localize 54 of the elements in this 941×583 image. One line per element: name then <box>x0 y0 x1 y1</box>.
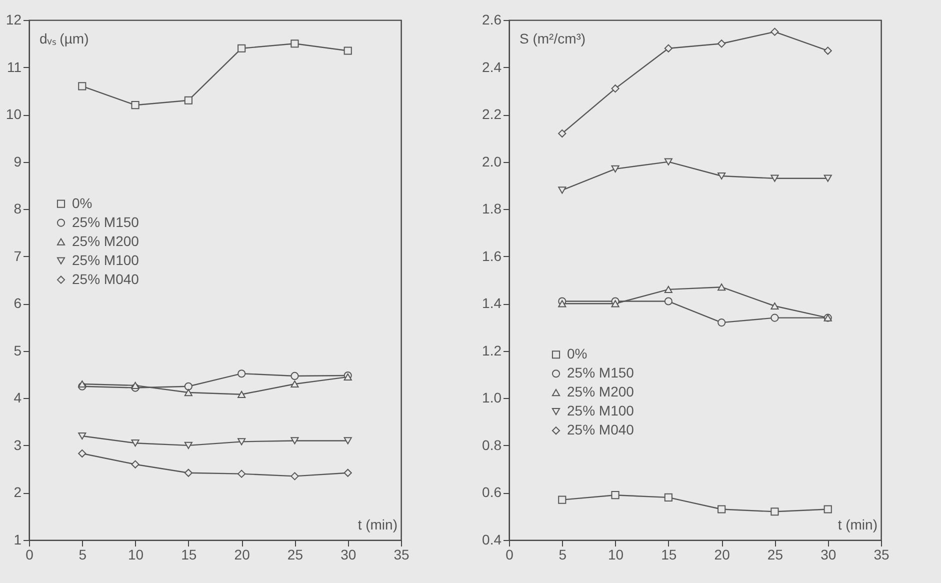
legend-label: 25% M100 <box>72 252 140 268</box>
y-axis-title: dᵥₛ (µm) <box>40 30 89 46</box>
x-tick-label: 10 <box>128 546 144 562</box>
y-tick-label: 1.2 <box>482 342 502 358</box>
x-tick-label: 15 <box>181 546 197 562</box>
y-tick-label: 2.0 <box>482 153 502 170</box>
y-tick-label: 1.6 <box>482 248 502 264</box>
legend-label: 25% M150 <box>72 214 140 230</box>
y-tick-label: 1.4 <box>482 295 502 312</box>
x-tick-label: 15 <box>661 546 677 562</box>
legend-label: 0% <box>567 346 588 362</box>
y-tick-label: 7 <box>14 248 22 264</box>
x-tick-label: 30 <box>820 546 836 562</box>
legend-label: 0% <box>72 194 92 211</box>
x-axis-title: t (min) <box>838 516 878 532</box>
legend-label: 25% M100 <box>567 402 634 419</box>
x-tick-label: 30 <box>340 546 356 562</box>
y-tick-label: 0.8 <box>482 436 502 453</box>
x-tick-label: 25 <box>287 546 304 562</box>
y-tick-label: 4 <box>14 390 22 406</box>
y-tick-label: 11 <box>6 58 22 75</box>
y-tick-label: 3 <box>14 436 22 453</box>
x-tick-label: 10 <box>608 546 624 562</box>
y-tick-label: 12 <box>6 12 22 28</box>
legend-label: 25% M150 <box>567 364 634 381</box>
x-axis-title: t (min) <box>358 516 398 532</box>
x-tick-label: 20 <box>714 546 730 562</box>
y-tick-label: 2.4 <box>482 58 502 75</box>
y-tick-label: 1.0 <box>482 390 502 406</box>
legend-label: 25% M200 <box>72 232 140 249</box>
y-tick-label: 0.6 <box>482 484 502 500</box>
x-tick-label: 5 <box>78 546 87 562</box>
y-tick-label: 2.2 <box>482 106 502 122</box>
y-tick-label: 10 <box>6 106 22 122</box>
y-tick-label: 6 <box>14 295 22 312</box>
x-tick-label: 35 <box>874 546 890 562</box>
y-tick-label: 8 <box>14 200 22 217</box>
legend-label: 25% M040 <box>567 422 634 438</box>
x-tick-label: 25 <box>767 546 784 562</box>
y-tick-label: 5 <box>14 342 22 358</box>
x-tick-label: 5 <box>558 546 567 562</box>
x-tick-label: 0 <box>506 546 514 562</box>
y-tick-label: 2.6 <box>482 12 502 28</box>
y-axis-title: S (m²/cm³) <box>520 30 586 46</box>
y-tick-label: 1.8 <box>482 200 502 217</box>
y-tick-label: 1 <box>14 532 22 548</box>
legend-label: 25% M040 <box>72 270 140 287</box>
x-tick-label: 20 <box>234 546 250 562</box>
legend-label: 25% M200 <box>567 384 634 400</box>
x-tick-label: 0 <box>26 546 34 562</box>
y-tick-label: 9 <box>14 153 22 170</box>
y-tick-label: 2 <box>14 484 22 500</box>
y-tick-label: 0.4 <box>482 532 502 548</box>
x-tick-label: 35 <box>394 546 410 562</box>
